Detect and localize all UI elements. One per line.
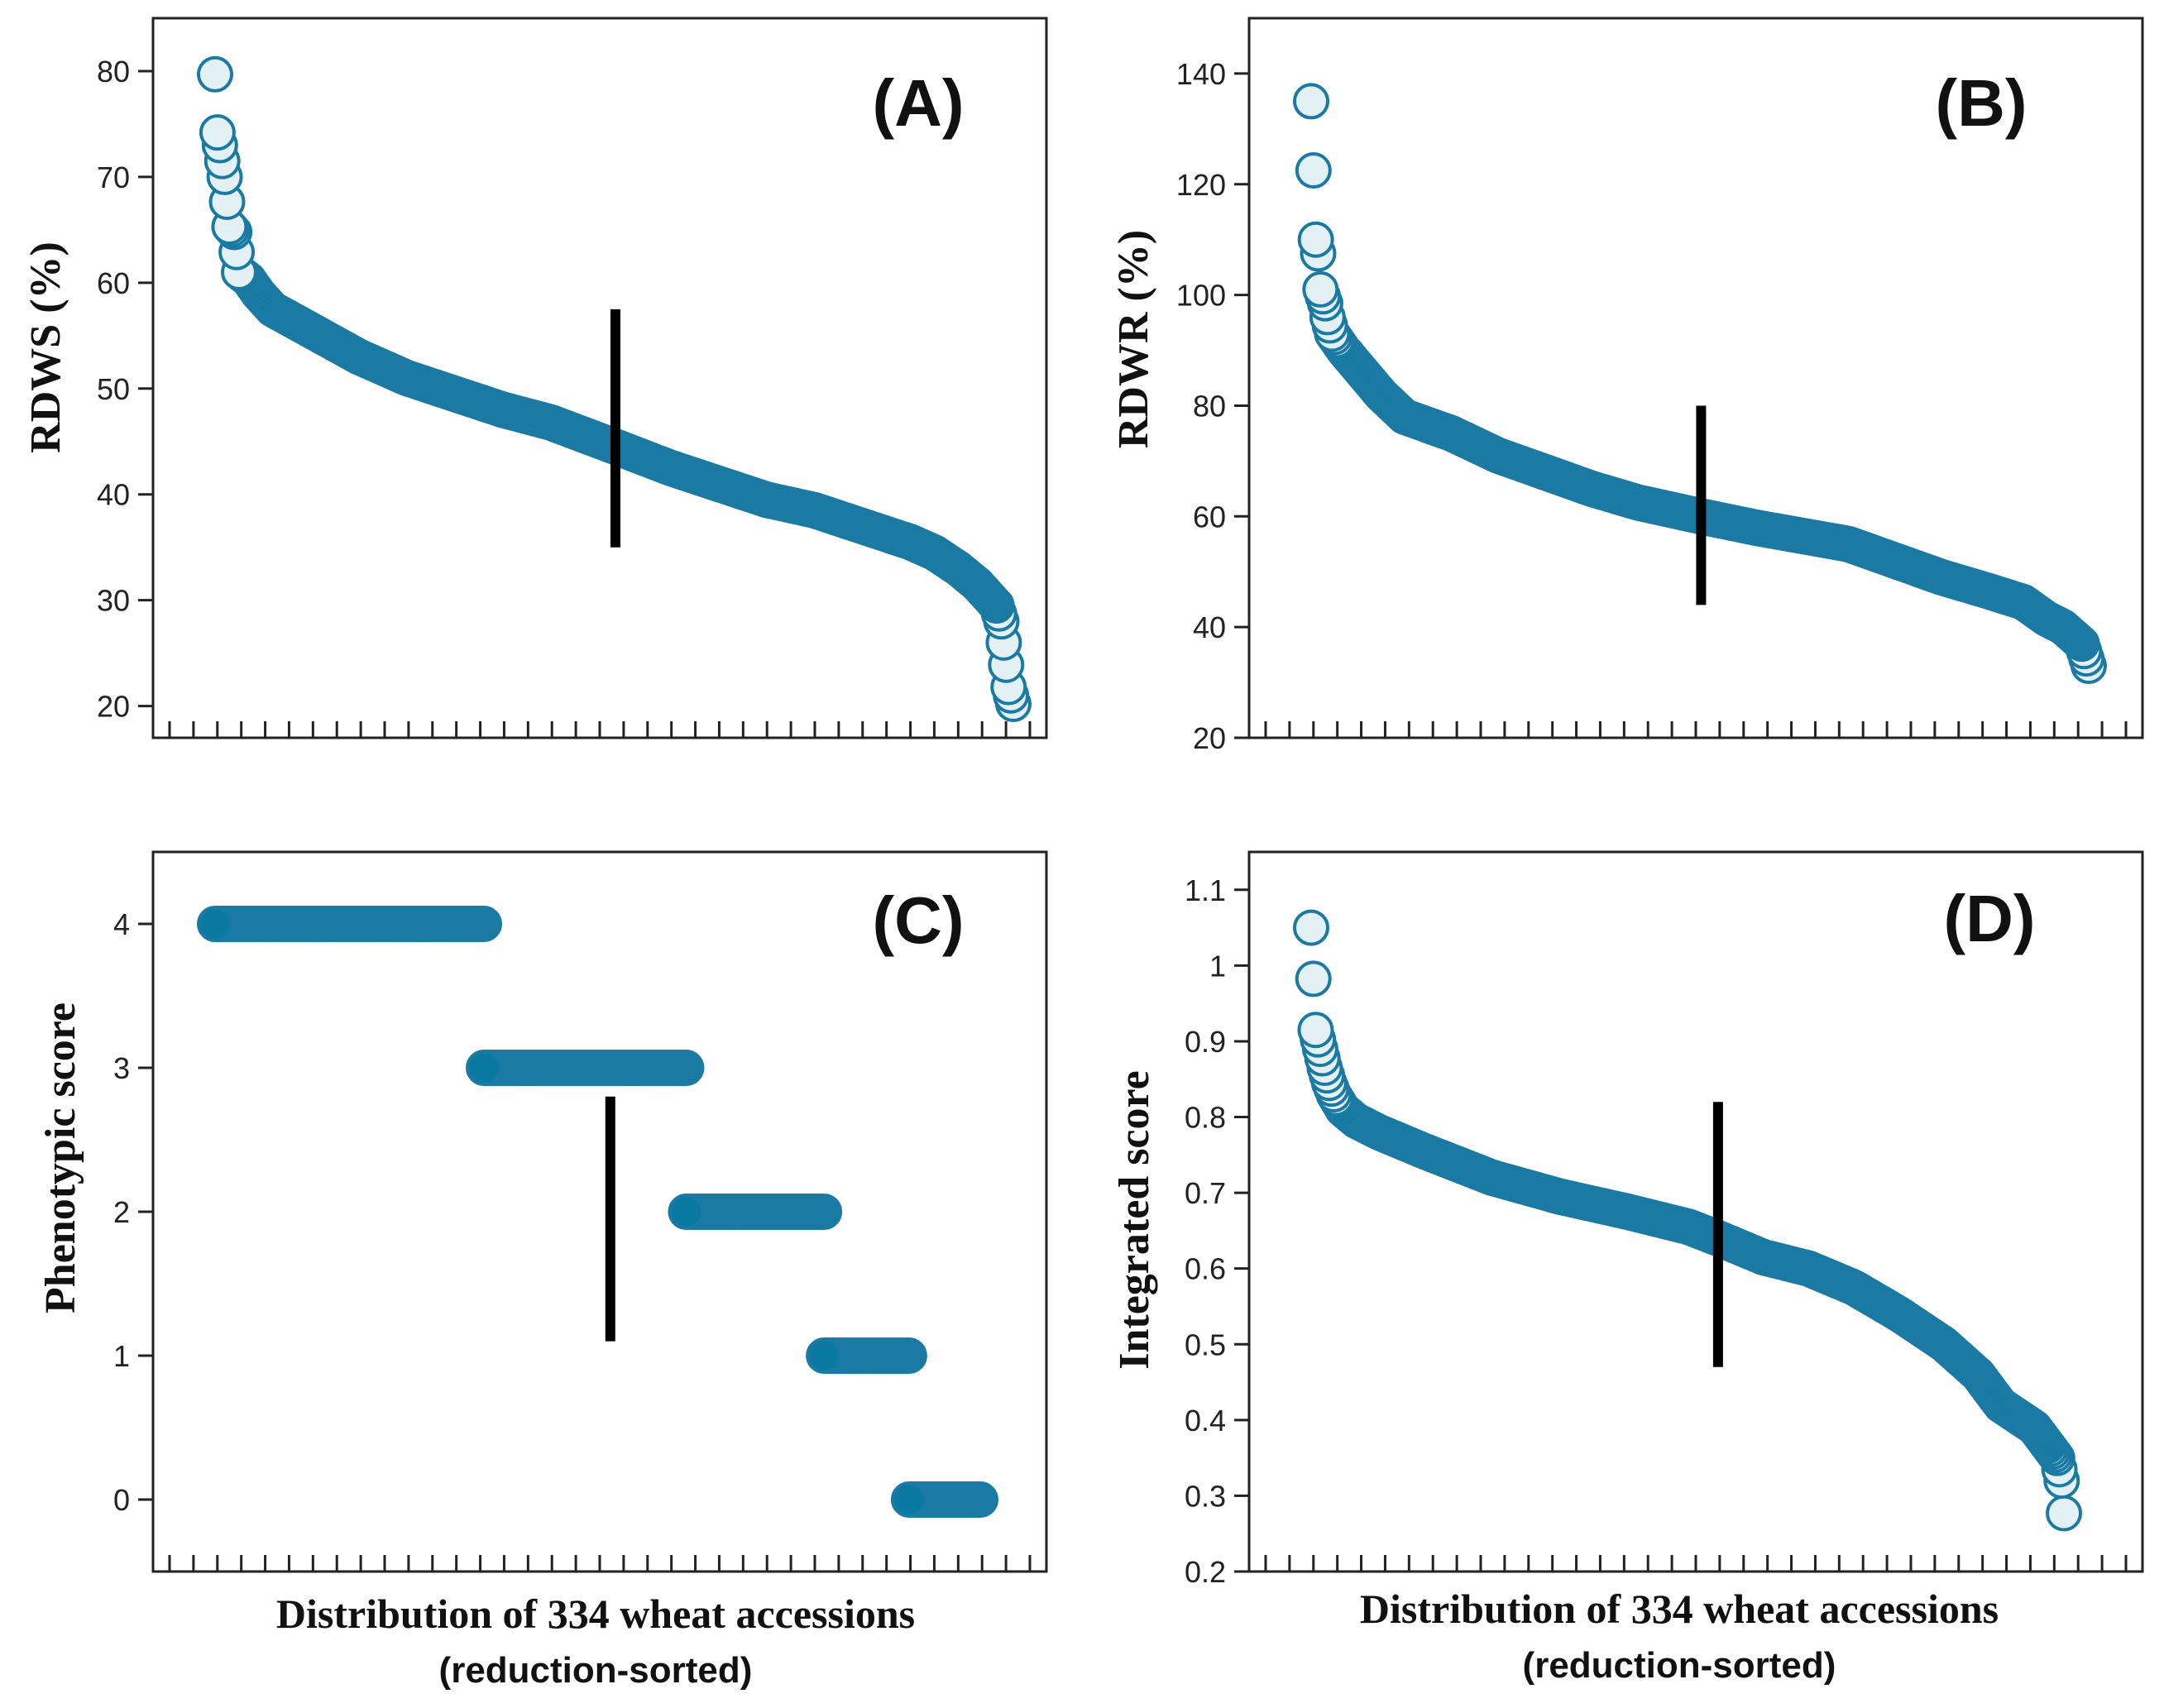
data-point (668, 1194, 705, 1230)
panel-c: Phenotypic score (C) 0 1 2 3 4 Distribution … (37, 850, 1048, 1691)
y-tick-label: 0.5 (1185, 1328, 1226, 1361)
data-point (1293, 909, 1329, 946)
panel-b-letter: (B) (1935, 66, 2027, 140)
panel-d-plot-frame (1247, 850, 2144, 1573)
data-point (199, 114, 236, 151)
data-point (1297, 1012, 1334, 1049)
panel-b-y-ticks: 20 40 60 80 100 120 140 (1176, 57, 1249, 755)
panel-d-points (1293, 909, 2082, 1532)
data-point (197, 906, 233, 942)
y-tick-label: 4 (113, 907, 130, 941)
panel-a-plot-frame (151, 17, 1048, 739)
y-tick-label: 80 (97, 55, 130, 89)
panel-a-x-ticks (168, 721, 1032, 738)
panel-a: RDWS (%) (A) 20 30 40 50 60 70 80 (22, 17, 1048, 739)
y-tick-label: 2 (113, 1195, 130, 1229)
y-tick-label: 80 (1193, 389, 1226, 423)
panel-b: RDWR (%) (B) 20 40 60 80 100 120 140 (1110, 17, 2144, 755)
panel-b-ylabel: RDWR (%) (1110, 230, 1157, 448)
y-tick-label: 0.4 (1185, 1404, 1226, 1438)
panel-a-y-ticks: 20 30 40 50 60 70 80 (97, 55, 153, 724)
data-point (1297, 221, 1334, 258)
y-tick-label: 0.2 (1185, 1555, 1226, 1589)
data-point (197, 55, 233, 93)
y-tick-label: 20 (97, 690, 130, 724)
panel-c-points (197, 906, 998, 1518)
y-tick-label: 0.9 (1185, 1025, 1226, 1059)
y-tick-label: 1 (1209, 949, 1226, 983)
panel-c-plot-frame (151, 850, 1048, 1573)
panel-c-y-ticks: 0 1 2 3 4 (113, 907, 153, 1517)
panel-d-y-ticks: 0.2 0.3 0.4 0.5 0.6 0.7 0.8 0.9 1 1.1 (1185, 873, 1249, 1589)
y-tick-label: 20 (1193, 721, 1226, 755)
panel-a-letter: (A) (872, 66, 964, 140)
panel-d-xlabel-sub: (reduction-sorted) (1523, 1645, 1836, 1686)
panel-b-plot-frame (1247, 17, 2144, 739)
data-point (806, 1337, 843, 1374)
y-tick-label: 30 (97, 584, 130, 618)
y-tick-label: 1.1 (1185, 873, 1226, 907)
panel-d-letter: (D) (1943, 882, 2035, 955)
y-tick-label: 140 (1176, 57, 1226, 91)
y-tick-label: 0.6 (1185, 1252, 1226, 1286)
data-point (1302, 270, 1339, 308)
data-point (1295, 960, 1332, 998)
panel-b-x-ticks (1264, 721, 2128, 738)
y-tick-label: 60 (1193, 500, 1226, 533)
y-tick-label: 0 (113, 1483, 130, 1517)
data-point (2046, 1495, 2082, 1532)
panel-d-ylabel: Integrated score (1111, 1070, 1158, 1370)
y-tick-label: 120 (1176, 168, 1226, 202)
y-tick-label: 40 (1193, 610, 1226, 644)
y-tick-label: 60 (97, 266, 130, 300)
y-tick-label: 0.7 (1185, 1176, 1226, 1210)
data-point (1295, 152, 1332, 189)
panel-b-points (1293, 83, 2107, 684)
panel-c-ylabel: Phenotypic score (37, 1002, 84, 1313)
panel-a-ylabel: RDWS (%) (22, 242, 69, 453)
y-tick-label: 3 (113, 1051, 130, 1085)
y-tick-label: 50 (97, 372, 130, 406)
y-tick-label: 70 (97, 160, 130, 194)
y-tick-label: 100 (1176, 279, 1226, 313)
panel-d-x-ticks (1264, 1555, 2128, 1572)
data-point (1293, 83, 1329, 120)
panel-c-xlabel-sub: (reduction-sorted) (439, 1650, 753, 1691)
panel-c-xlabel: Distribution of 334 wheat accessions (276, 1591, 915, 1637)
panel-a-points (197, 55, 1032, 723)
panel-c-x-ticks (168, 1555, 1032, 1572)
panel-d: Integrated score (D) 0.20.30.40.50.60.70… (1111, 850, 2144, 1686)
y-tick-label: 0.3 (1185, 1479, 1226, 1513)
panel-c-letter: (C) (872, 883, 964, 957)
y-tick-label: 1 (113, 1339, 130, 1373)
y-tick-label: 0.8 (1185, 1101, 1226, 1135)
data-point (890, 1481, 927, 1518)
y-tick-label: 40 (97, 478, 130, 512)
data-point (466, 1050, 502, 1086)
panel-d-xlabel: Distribution of 334 wheat accessions (1360, 1586, 1999, 1632)
